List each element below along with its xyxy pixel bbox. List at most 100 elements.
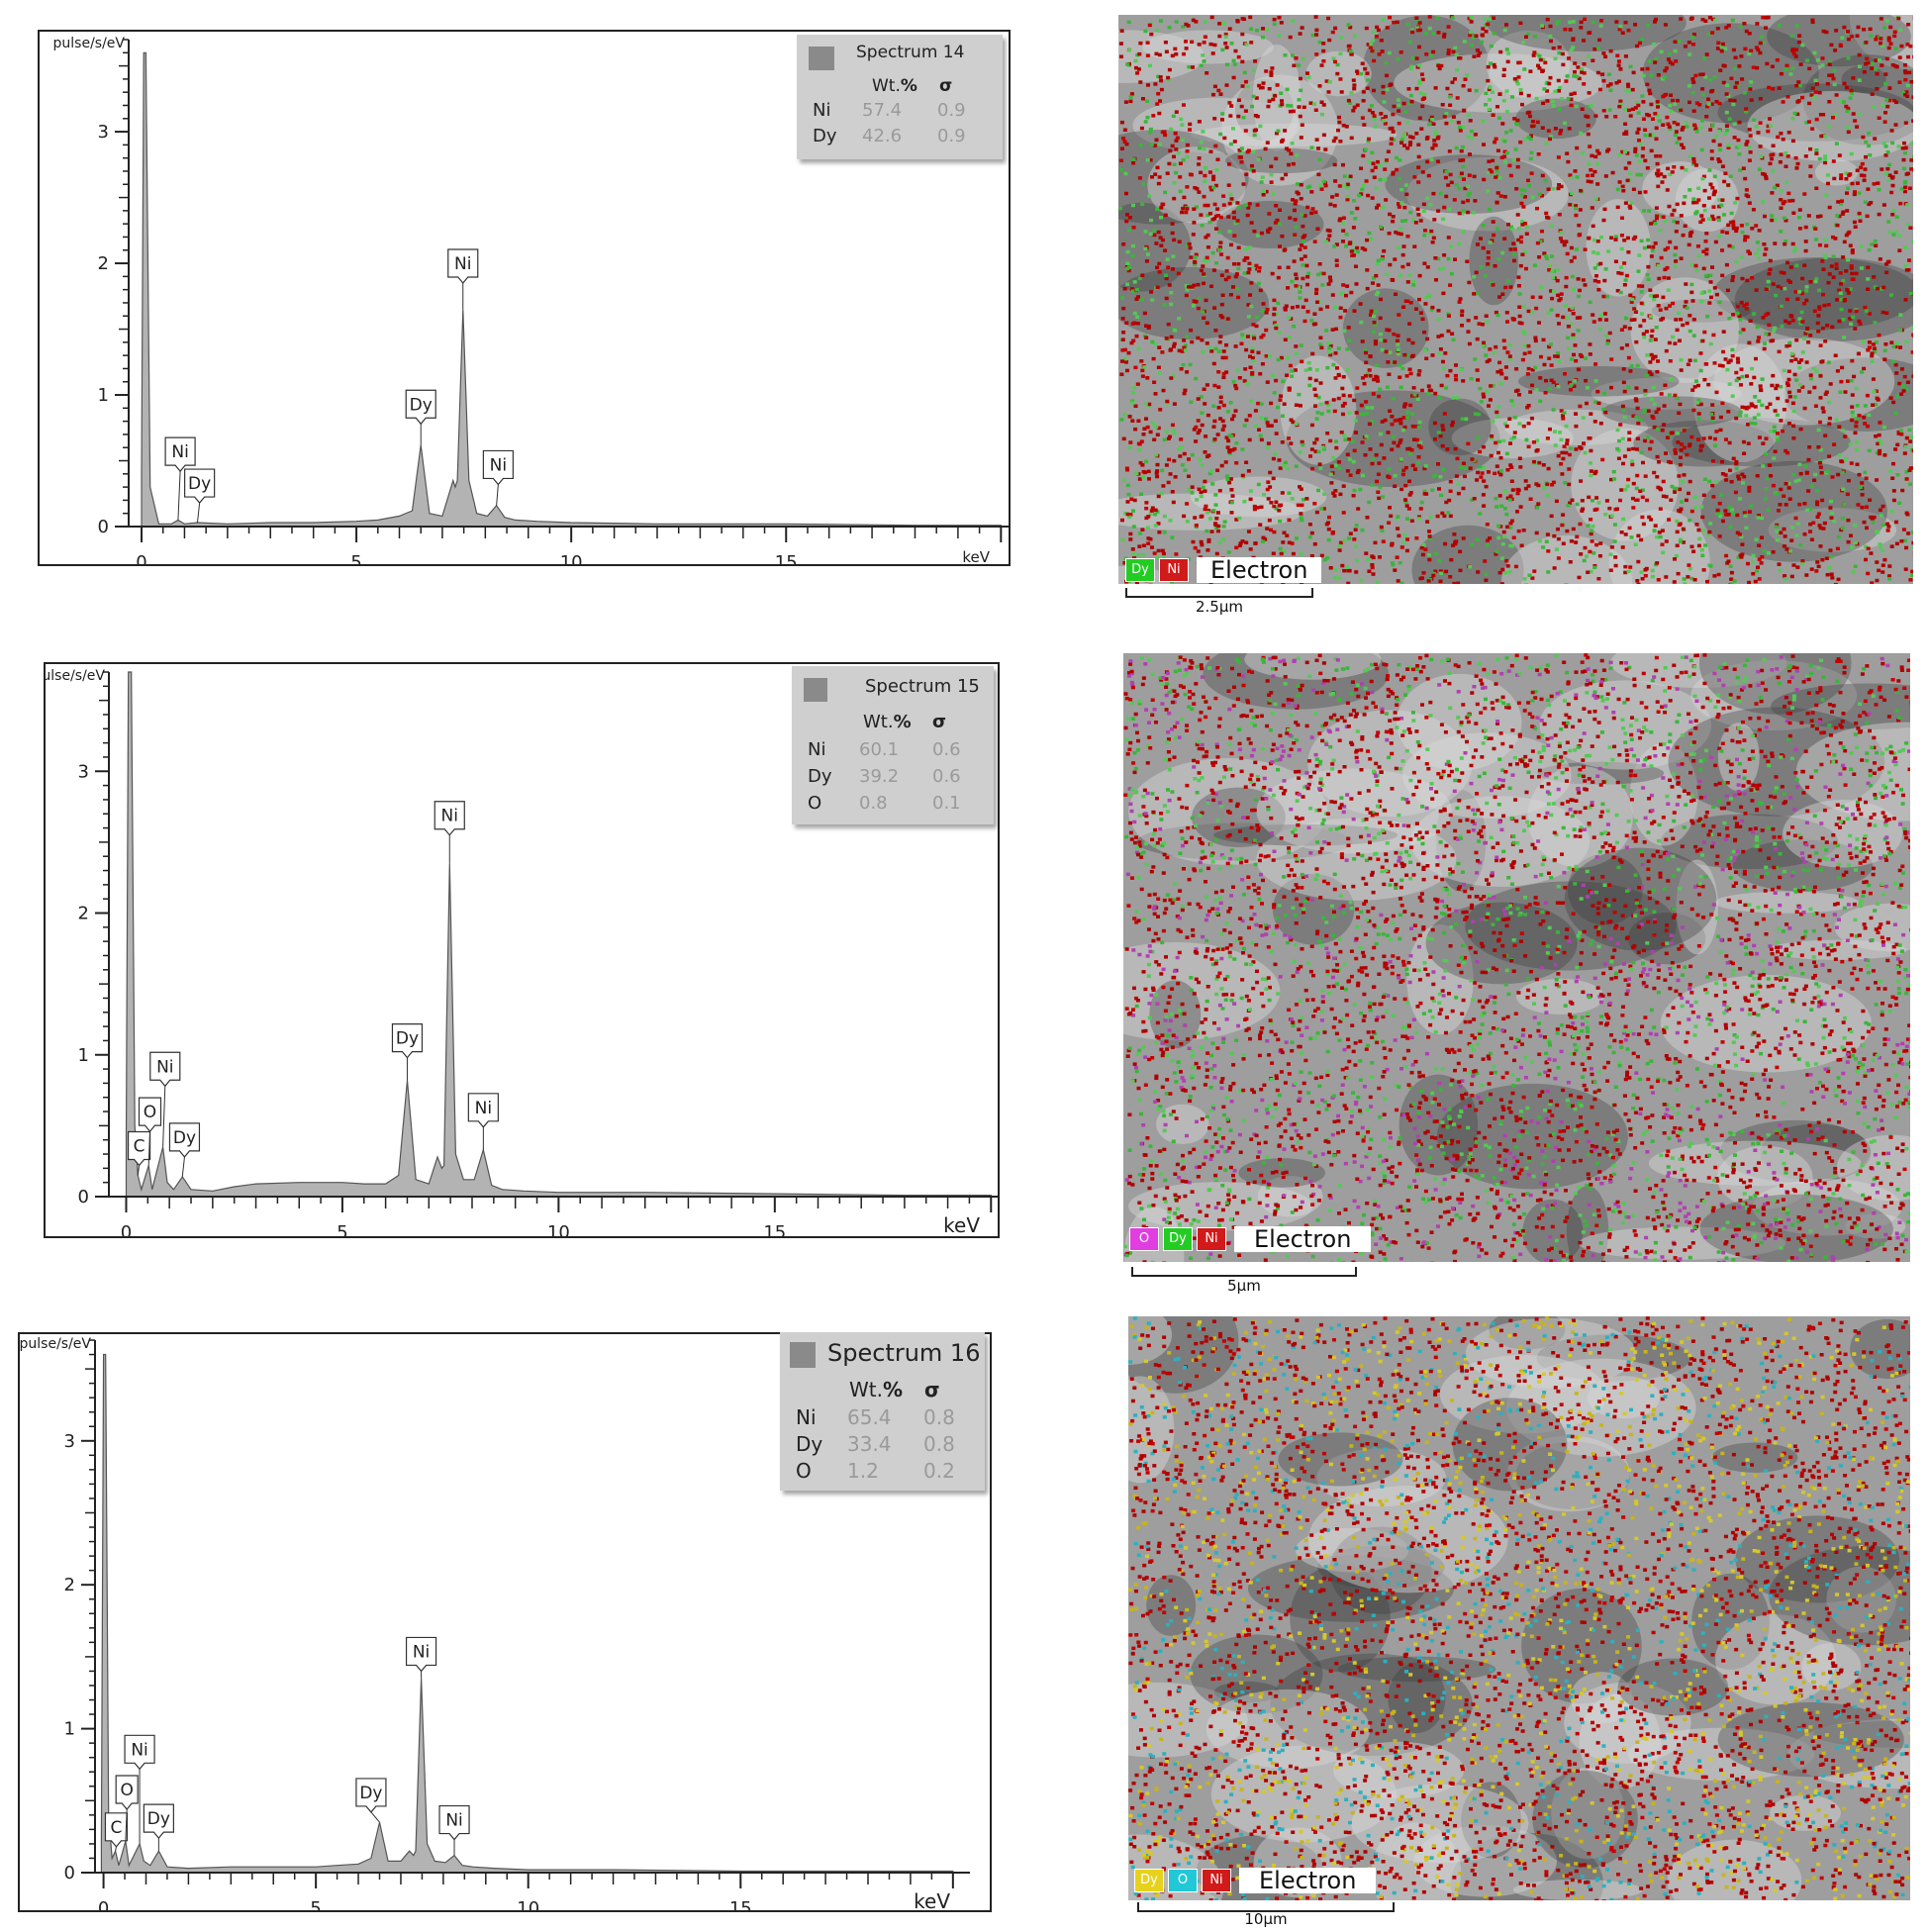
spectrum-swatch (790, 1342, 816, 1368)
map-blotch (1465, 881, 1677, 971)
element-label: Dy (796, 1432, 823, 1456)
map-blotch (1333, 1741, 1465, 1799)
sigma-value: 0.1 (932, 793, 961, 814)
map-blotch (1564, 847, 1717, 951)
map-blotch (1436, 1083, 1628, 1190)
map-blotch (1388, 1663, 1446, 1734)
peak-box (355, 1778, 387, 1813)
map-blotch (1601, 396, 1742, 428)
wt-unit: % (900, 76, 917, 96)
wt-header: Wt.% (872, 76, 917, 96)
map-blotch (1642, 161, 1719, 217)
map-blotch (1834, 903, 1910, 952)
scale-bar-line (1131, 1267, 1357, 1277)
peak-box (467, 1093, 499, 1128)
wt-header-text: Wt. (872, 76, 901, 96)
spectrum-chart-14: 0 1 2 3 0 5 10 15 pulse/s/eV keV Ni Dy Dy Ni Ni (38, 30, 1011, 566)
sigma-header: σ (932, 712, 946, 732)
chip-dy: Dy (1125, 558, 1155, 582)
map-blotch (1192, 787, 1286, 848)
x-tick-label: 0 (136, 552, 146, 566)
legend-title: Spectrum 16 (827, 1339, 981, 1367)
y-tick-label: 2 (78, 904, 89, 924)
map-blotch (1146, 1575, 1197, 1636)
map-blotch (1142, 30, 1274, 64)
wt-header: Wt.% (863, 712, 912, 732)
wt-value: 33.4 (847, 1432, 892, 1456)
map-dots (1123, 653, 1910, 1262)
map-blotch (1735, 1515, 1900, 1603)
y-tick-label: 1 (64, 1719, 75, 1740)
map-blotch (1676, 859, 1718, 955)
map-svg (1123, 653, 1910, 1262)
x-axis-label: keV (914, 1889, 950, 1912)
chip-ni: Ni (1159, 558, 1189, 582)
map-blotch (1295, 1527, 1409, 1573)
map-blotch (1630, 277, 1740, 383)
spectrum-area (125, 671, 992, 1198)
scale-bar-label: 10μm (1244, 1910, 1288, 1928)
peak-label-text: Ni (131, 1740, 147, 1760)
map-blotch (1506, 1435, 1630, 1512)
map-blotch (1768, 508, 1897, 552)
peak-label: Ni (405, 1636, 437, 1679)
map-blotch (1521, 1588, 1642, 1704)
x-tick-label: 15 (763, 1222, 786, 1238)
element-map-14 (1118, 15, 1913, 584)
sigma-symbol: σ (939, 76, 953, 96)
y-tick-label: 0 (78, 1187, 89, 1208)
legend-title: Spectrum 15 (865, 676, 980, 697)
map-blotch (1713, 338, 1895, 426)
map-blotch (1191, 123, 1398, 147)
map-blotch (1512, 1879, 1643, 1900)
peak-box (164, 436, 196, 473)
peak-label: C (104, 1812, 129, 1852)
sigma-value: 0.6 (932, 766, 961, 787)
x-tick-label: 10 (560, 552, 583, 566)
peak-label-text: Ni (490, 455, 507, 475)
map-blotch (1587, 1376, 1661, 1419)
map-blotch (1711, 1442, 1798, 1473)
wt-header: Wt.% (849, 1378, 903, 1401)
map-blotch (1317, 1545, 1445, 1590)
map-blotch (1591, 377, 1742, 410)
peak-label-text: C (134, 1136, 145, 1156)
x-tick-label: 0 (98, 1898, 109, 1912)
map-blotch (1717, 723, 1760, 792)
y-tick-label: 2 (64, 1575, 75, 1595)
peak-label: Ni (124, 1734, 155, 1844)
peak-leader (125, 1809, 128, 1842)
peak-label-text: C (111, 1818, 123, 1838)
peak-label-text: O (120, 1781, 133, 1800)
wt-unit: % (882, 1378, 904, 1401)
sigma-header: σ (924, 1378, 940, 1401)
map-blotch (1465, 1317, 1636, 1389)
map-svg (1128, 1316, 1910, 1900)
map-blotch (1660, 975, 1872, 1073)
spectrum-area (141, 51, 1002, 528)
peak-label-text: Ni (156, 1057, 173, 1077)
y-tick-label: 3 (64, 1431, 75, 1452)
peak-box (438, 1804, 470, 1841)
chart-frame (38, 30, 1011, 566)
chart-frame (44, 662, 1000, 1238)
map-blotch (1452, 1398, 1568, 1492)
peak-label-text: Ni (413, 1642, 430, 1662)
map-blotch (1363, 15, 1491, 122)
chip-ni: Ni (1202, 1869, 1231, 1892)
wt-value: 60.1 (859, 739, 900, 760)
map-blotch (1814, 158, 1859, 186)
spectrum-chart-16: 0 1 2 3 0 5 10 15 pulse/s/eV keV C O Ni Dy Dy Ni Ni (18, 1322, 992, 1912)
wt-value: 65.4 (847, 1405, 892, 1429)
map-blotch (1216, 200, 1324, 248)
wt-value: 1.2 (847, 1459, 879, 1483)
map-blotch (1617, 1658, 1729, 1716)
peak-label-text: Dy (359, 1784, 382, 1803)
wt-value: 39.2 (859, 766, 900, 787)
map-blotch (1128, 1316, 1173, 1365)
legend-title: Spectrum 14 (856, 43, 965, 62)
y-axis-label: pulse/s/eV (44, 668, 105, 684)
scale-bar-16: 10μm (1137, 1902, 1395, 1930)
